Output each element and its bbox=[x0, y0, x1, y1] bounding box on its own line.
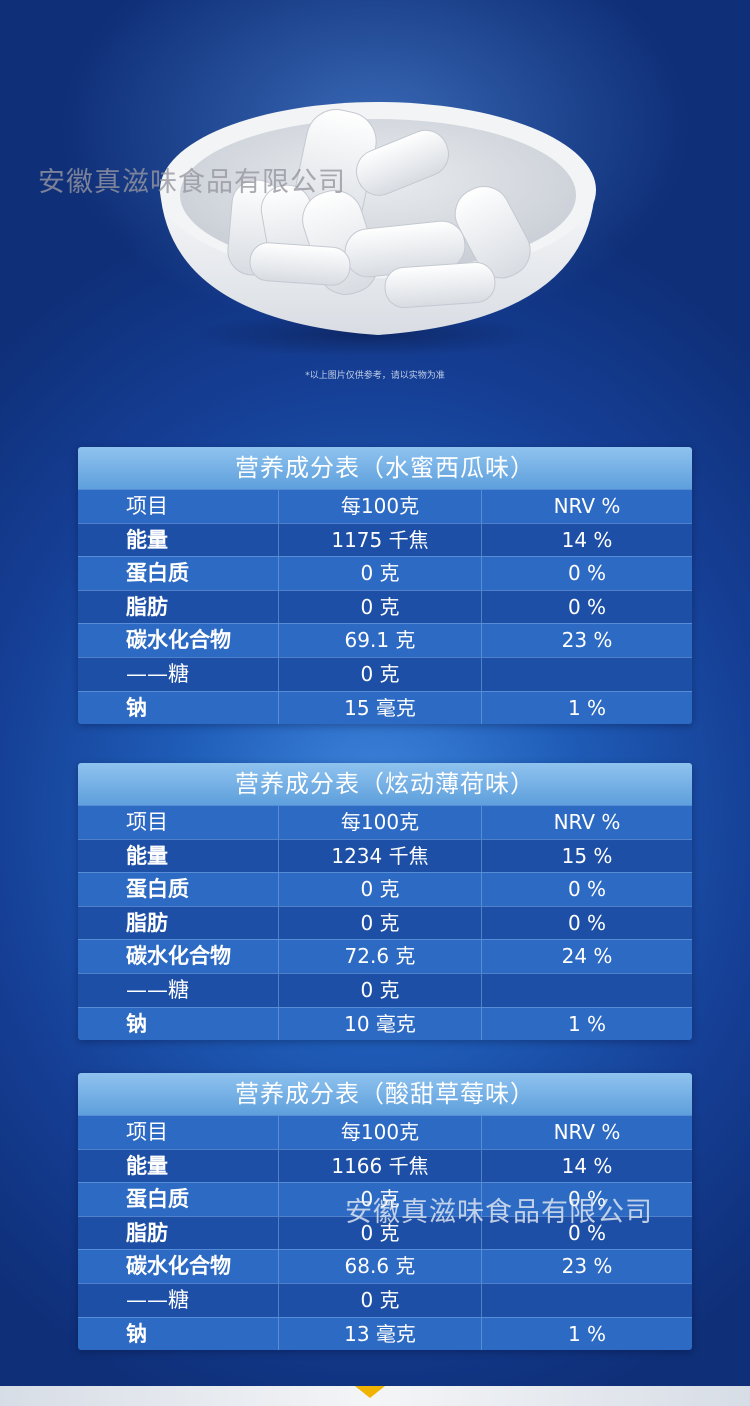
row-value: 0 克 bbox=[278, 973, 481, 1007]
row-nrv: 15 % bbox=[481, 839, 692, 873]
row-label: 脂肪 bbox=[126, 1220, 168, 1245]
row-value: 0 克 bbox=[278, 906, 481, 940]
table-row: 碳水化合物 72.6 克 24 % bbox=[78, 939, 692, 973]
nutrition-table-watermelon: 营养成分表（水蜜西瓜味） 项目 每100克 NRV % 能量 1175 千焦 1… bbox=[78, 447, 692, 725]
company-watermark: 安徽真滋味食品有限公司 bbox=[345, 1197, 653, 1228]
row-value: 1166 千焦 bbox=[278, 1149, 481, 1183]
row-label: ——糖 bbox=[126, 977, 189, 1002]
table-row: 能量 1234 千焦 15 % bbox=[78, 838, 692, 873]
table-row: ——糖 0 克 bbox=[78, 972, 692, 1007]
table-row: 脂肪 0 克 0 % bbox=[78, 589, 692, 624]
table-row: 蛋白质 0 克 0 % bbox=[78, 1182, 692, 1216]
row-nrv: 24 % bbox=[481, 940, 692, 973]
gum-bowl-image bbox=[160, 102, 596, 335]
row-label: 脂肪 bbox=[126, 910, 168, 935]
table-row: ——糖 0 克 bbox=[78, 656, 692, 691]
row-label: 钠 bbox=[126, 1321, 147, 1346]
row-nrv: 0 % bbox=[481, 906, 692, 940]
table-header-row: 项目 每100克 NRV % bbox=[78, 1115, 692, 1149]
row-value: 15 毫克 bbox=[278, 691, 481, 725]
row-value: 72.6 克 bbox=[278, 940, 481, 973]
table-row: 脂肪 0 克 0 % bbox=[78, 905, 692, 940]
table-row: 钠 10 毫克 1 % bbox=[78, 1006, 692, 1041]
table-row: 钠 15 毫克 1 % bbox=[78, 690, 692, 725]
row-nrv bbox=[481, 1283, 692, 1317]
row-nrv: 0 % bbox=[481, 873, 692, 906]
row-value: 1175 千焦 bbox=[278, 523, 481, 557]
row-nrv: 0 % bbox=[481, 1216, 692, 1250]
header-item: 项目 bbox=[126, 1120, 168, 1144]
row-label: ——糖 bbox=[126, 661, 189, 686]
row-label: 碳水化合物 bbox=[126, 944, 231, 969]
table-title: 营养成分表（水蜜西瓜味） bbox=[78, 447, 692, 489]
table-row: 能量 1175 千焦 14 % bbox=[78, 522, 692, 557]
row-value: 0 克 bbox=[278, 557, 481, 590]
company-watermark: 安徽真滋味食品有限公司 bbox=[38, 167, 346, 198]
header-per100g: 每100克 bbox=[278, 1116, 481, 1149]
header-item: 项目 bbox=[126, 494, 168, 518]
row-label: 脂肪 bbox=[126, 594, 168, 619]
row-label: 钠 bbox=[126, 695, 147, 720]
image-disclaimer: *以上图片仅供参考，请以实物为准 bbox=[305, 371, 445, 381]
table-row: ——糖 0 克 bbox=[78, 1282, 692, 1317]
header-item: 项目 bbox=[126, 810, 168, 834]
table-row: 蛋白质 0 克 0 % bbox=[78, 556, 692, 590]
table-title: 营养成分表（炫动薄荷味） bbox=[78, 763, 692, 805]
nutrition-table-strawberry: 营养成分表（酸甜草莓味） 项目 每100克 NRV % 能量 1166 千焦 1… bbox=[78, 1073, 692, 1351]
row-value: 0 克 bbox=[278, 873, 481, 906]
row-label: 钠 bbox=[126, 1011, 147, 1036]
row-label: 碳水化合物 bbox=[126, 628, 231, 653]
row-label: 碳水化合物 bbox=[126, 1254, 231, 1279]
header-nrv: NRV % bbox=[481, 490, 692, 523]
row-label: ——糖 bbox=[126, 1287, 189, 1312]
row-nrv: 23 % bbox=[481, 624, 692, 657]
row-nrv: 1 % bbox=[481, 1007, 692, 1041]
row-nrv: 14 % bbox=[481, 1149, 692, 1183]
row-label: 蛋白质 bbox=[126, 1187, 189, 1212]
row-nrv: 1 % bbox=[481, 1317, 692, 1351]
row-value: 1234 千焦 bbox=[278, 839, 481, 873]
row-value: 0 克 bbox=[278, 1283, 481, 1317]
header-per100g: 每100克 bbox=[278, 490, 481, 523]
row-nrv bbox=[481, 973, 692, 1007]
table-row: 碳水化合物 69.1 克 23 % bbox=[78, 623, 692, 657]
table-header-row: 项目 每100克 NRV % bbox=[78, 489, 692, 523]
row-nrv: 23 % bbox=[481, 1250, 692, 1283]
table-row: 脂肪 0 克 0 % bbox=[78, 1215, 692, 1250]
row-label: 蛋白质 bbox=[126, 877, 189, 902]
table-row: 蛋白质 0 克 0 % bbox=[78, 872, 692, 906]
table-row: 能量 1166 千焦 14 % bbox=[78, 1148, 692, 1183]
header-per100g: 每100克 bbox=[278, 806, 481, 839]
row-value: 0 克 bbox=[278, 657, 481, 691]
row-label: 能量 bbox=[126, 843, 168, 868]
row-value: 0 克 bbox=[278, 1216, 481, 1250]
down-arrow-icon bbox=[355, 1386, 385, 1398]
row-label: 能量 bbox=[126, 527, 168, 552]
nutrition-table-mint: 营养成分表（炫动薄荷味） 项目 每100克 NRV % 能量 1234 千焦 1… bbox=[78, 763, 692, 1041]
row-nrv: 0 % bbox=[481, 1183, 692, 1216]
row-nrv: 14 % bbox=[481, 523, 692, 557]
row-value: 69.1 克 bbox=[278, 624, 481, 657]
row-nrv: 1 % bbox=[481, 691, 692, 725]
table-title: 营养成分表（酸甜草莓味） bbox=[78, 1073, 692, 1115]
row-value: 10 毫克 bbox=[278, 1007, 481, 1041]
header-nrv: NRV % bbox=[481, 1116, 692, 1149]
table-header-row: 项目 每100克 NRV % bbox=[78, 805, 692, 839]
row-value: 68.6 克 bbox=[278, 1250, 481, 1283]
row-nrv bbox=[481, 657, 692, 691]
row-nrv: 0 % bbox=[481, 557, 692, 590]
row-value: 0 克 bbox=[278, 590, 481, 624]
row-value: 0 克 bbox=[278, 1183, 481, 1216]
table-row: 碳水化合物 68.6 克 23 % bbox=[78, 1249, 692, 1283]
header-nrv: NRV % bbox=[481, 806, 692, 839]
row-label: 蛋白质 bbox=[126, 561, 189, 586]
row-nrv: 0 % bbox=[481, 590, 692, 624]
row-label: 能量 bbox=[126, 1153, 168, 1178]
table-row: 钠 13 毫克 1 % bbox=[78, 1316, 692, 1351]
row-value: 13 毫克 bbox=[278, 1317, 481, 1351]
